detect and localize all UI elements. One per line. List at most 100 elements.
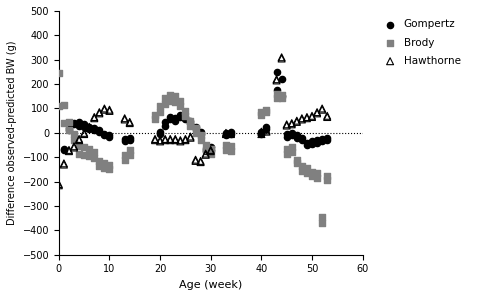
- Brody: [293, 161, 301, 166]
- Gompertz: [227, 129, 235, 134]
- Gompertz: [303, 140, 311, 145]
- Hawthorne: [272, 77, 280, 82]
- Brody: [120, 157, 128, 162]
- Hawthorne: [222, 132, 230, 136]
- Gompertz: [186, 118, 194, 123]
- Gompertz: [298, 138, 306, 143]
- Hawthorne: [90, 115, 98, 119]
- Brody: [206, 146, 214, 151]
- Brody: [303, 166, 311, 170]
- Gompertz: [106, 133, 114, 138]
- Hawthorne: [192, 157, 200, 162]
- Brody: [96, 163, 104, 168]
- Brody: [288, 150, 296, 155]
- Gompertz: [288, 130, 296, 135]
- Gompertz: [308, 139, 316, 144]
- Brody: [120, 152, 128, 157]
- Gompertz: [182, 115, 190, 119]
- Hawthorne: [318, 106, 326, 111]
- Hawthorne: [196, 160, 204, 165]
- Hawthorne: [293, 118, 301, 123]
- Gompertz: [282, 134, 290, 139]
- Hawthorne: [278, 55, 285, 60]
- Gompertz: [278, 94, 285, 99]
- Hawthorne: [298, 116, 306, 121]
- Brody: [262, 107, 270, 112]
- Gompertz: [293, 135, 301, 140]
- Gompertz: [206, 145, 214, 150]
- Brody: [196, 133, 204, 138]
- Gompertz: [75, 123, 83, 128]
- Gompertz: [308, 141, 316, 146]
- Brody: [222, 148, 230, 152]
- Hawthorne: [75, 137, 83, 141]
- Hawthorne: [166, 137, 174, 141]
- Gompertz: [100, 133, 108, 138]
- Gompertz: [120, 139, 128, 144]
- Brody: [258, 110, 266, 115]
- Gompertz: [156, 132, 164, 136]
- Hawthorne: [303, 116, 311, 121]
- Brody: [151, 117, 159, 122]
- Brody: [278, 93, 285, 97]
- Gompertz: [318, 139, 326, 144]
- Hawthorne: [313, 110, 321, 115]
- X-axis label: Age (week): Age (week): [179, 280, 242, 290]
- Brody: [172, 94, 179, 99]
- Hawthorne: [55, 182, 63, 187]
- Gompertz: [90, 126, 98, 130]
- Hawthorne: [282, 123, 290, 128]
- Gompertz: [258, 129, 266, 134]
- Gompertz: [106, 134, 114, 139]
- Gompertz: [272, 69, 280, 74]
- Gompertz: [70, 122, 78, 127]
- Brody: [202, 148, 209, 152]
- Brody: [182, 113, 190, 118]
- Gompertz: [161, 119, 169, 124]
- Hawthorne: [126, 121, 134, 126]
- Hawthorne: [156, 138, 164, 143]
- Gompertz: [96, 128, 104, 133]
- Gompertz: [85, 127, 93, 132]
- Brody: [65, 119, 73, 124]
- Gompertz: [126, 135, 134, 140]
- Hawthorne: [288, 121, 296, 126]
- Gompertz: [90, 128, 98, 133]
- Gompertz: [96, 129, 104, 134]
- Gompertz: [258, 132, 266, 136]
- Hawthorne: [227, 130, 235, 135]
- Gompertz: [222, 130, 230, 135]
- Hawthorne: [278, 56, 285, 61]
- Brody: [85, 154, 93, 158]
- Hawthorne: [206, 149, 214, 154]
- Gompertz: [85, 124, 93, 129]
- Gompertz: [196, 129, 204, 134]
- Brody: [166, 93, 174, 97]
- Hawthorne: [120, 117, 128, 122]
- Hawthorne: [172, 137, 179, 141]
- Brody: [288, 145, 296, 150]
- Hawthorne: [308, 115, 316, 119]
- Hawthorne: [318, 107, 326, 112]
- Hawthorne: [70, 145, 78, 150]
- Gompertz: [298, 135, 306, 140]
- Hawthorne: [258, 129, 266, 134]
- Brody: [313, 171, 321, 176]
- Hawthorne: [202, 152, 209, 157]
- Gompertz: [176, 115, 184, 119]
- Brody: [186, 118, 194, 123]
- Hawthorne: [176, 138, 184, 143]
- Hawthorne: [202, 151, 209, 156]
- Hawthorne: [258, 132, 266, 136]
- Hawthorne: [262, 128, 270, 133]
- Gompertz: [278, 77, 285, 82]
- Hawthorne: [96, 110, 104, 115]
- Gompertz: [313, 140, 321, 145]
- Gompertz: [272, 88, 280, 93]
- Brody: [176, 99, 184, 104]
- Gompertz: [166, 117, 174, 122]
- Brody: [303, 171, 311, 176]
- Gompertz: [80, 124, 88, 129]
- Hawthorne: [323, 113, 331, 118]
- Brody: [75, 151, 83, 156]
